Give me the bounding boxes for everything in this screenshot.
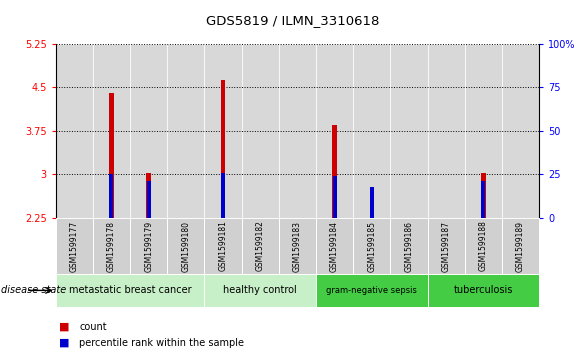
Bar xyxy=(279,218,316,274)
Bar xyxy=(316,218,353,274)
Text: tuberculosis: tuberculosis xyxy=(454,285,513,295)
Bar xyxy=(130,44,167,218)
Bar xyxy=(241,218,279,274)
Text: GSM1599189: GSM1599189 xyxy=(516,221,525,272)
Bar xyxy=(205,44,241,218)
Text: gram-negative sepsis: gram-negative sepsis xyxy=(326,286,417,295)
Text: GSM1599179: GSM1599179 xyxy=(144,221,153,272)
Bar xyxy=(146,173,151,218)
Bar xyxy=(56,218,93,274)
Bar xyxy=(130,218,167,274)
Text: disease state: disease state xyxy=(1,285,66,295)
Bar xyxy=(110,174,114,218)
Text: ■: ■ xyxy=(59,322,69,332)
Bar xyxy=(502,218,539,274)
Bar xyxy=(221,173,225,218)
Bar xyxy=(167,44,205,218)
Text: count: count xyxy=(79,322,107,332)
Text: healthy control: healthy control xyxy=(223,285,297,295)
Text: GSM1599181: GSM1599181 xyxy=(219,221,227,272)
Bar xyxy=(56,44,93,218)
Text: ■: ■ xyxy=(59,338,69,348)
Text: metastatic breast cancer: metastatic breast cancer xyxy=(69,285,192,295)
Bar xyxy=(428,218,465,274)
Text: GSM1599185: GSM1599185 xyxy=(367,221,376,272)
Text: GSM1599186: GSM1599186 xyxy=(404,221,414,272)
Text: percentile rank within the sample: percentile rank within the sample xyxy=(79,338,244,348)
Text: GSM1599187: GSM1599187 xyxy=(442,221,451,272)
Text: GSM1599178: GSM1599178 xyxy=(107,221,116,272)
Text: GDS5819 / ILMN_3310618: GDS5819 / ILMN_3310618 xyxy=(206,14,380,27)
Bar xyxy=(390,218,428,274)
Bar xyxy=(93,44,130,218)
Text: GSM1599184: GSM1599184 xyxy=(330,221,339,272)
Bar xyxy=(279,44,316,218)
Text: GSM1599182: GSM1599182 xyxy=(255,221,265,272)
Bar xyxy=(56,274,205,307)
Text: GSM1599177: GSM1599177 xyxy=(70,221,79,272)
Bar xyxy=(428,274,539,307)
Bar xyxy=(465,44,502,218)
Bar xyxy=(370,187,374,218)
Bar xyxy=(502,44,539,218)
Bar xyxy=(428,44,465,218)
Bar xyxy=(221,80,225,218)
Bar xyxy=(332,125,337,218)
Bar xyxy=(316,274,428,307)
Bar xyxy=(353,218,390,274)
Text: GSM1599180: GSM1599180 xyxy=(181,221,190,272)
Text: GSM1599188: GSM1599188 xyxy=(479,221,488,272)
Bar xyxy=(370,196,374,218)
Bar xyxy=(390,44,428,218)
Bar xyxy=(167,218,205,274)
Bar xyxy=(93,218,130,274)
Bar xyxy=(241,44,279,218)
Bar xyxy=(333,176,336,218)
Bar xyxy=(353,44,390,218)
Bar xyxy=(205,274,316,307)
Bar xyxy=(481,173,486,218)
Bar xyxy=(146,181,151,218)
Bar xyxy=(481,181,485,218)
Bar xyxy=(316,44,353,218)
Bar xyxy=(205,218,241,274)
Text: GSM1599183: GSM1599183 xyxy=(293,221,302,272)
Bar xyxy=(109,93,114,218)
Bar xyxy=(465,218,502,274)
